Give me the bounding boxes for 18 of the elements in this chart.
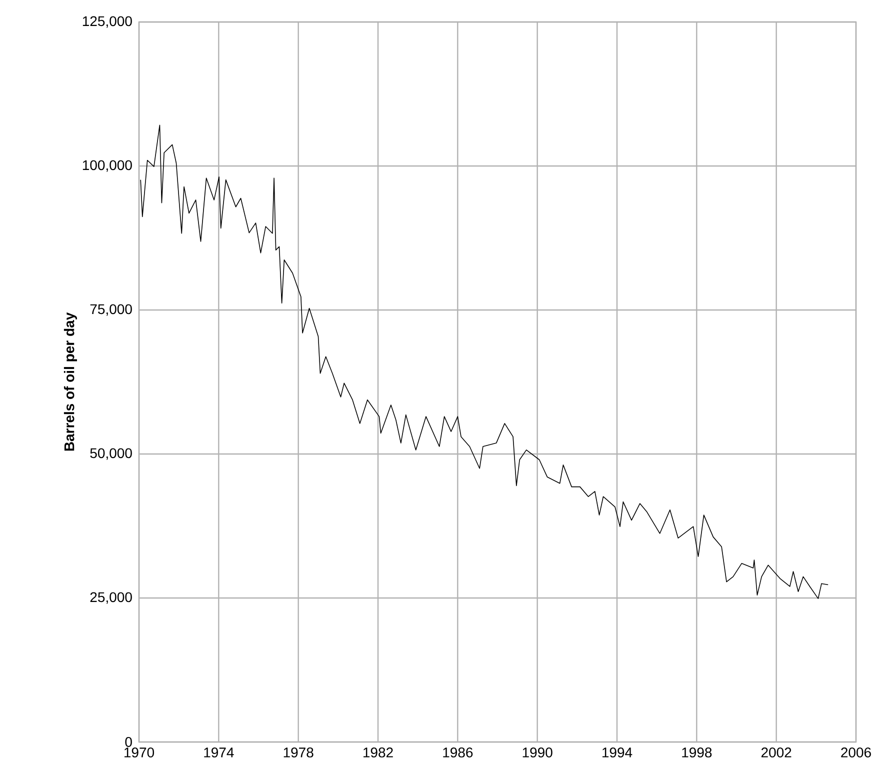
y-tick-label: 100,000: [82, 160, 132, 172]
y-axis-title: Barrels of oil per day: [64, 312, 77, 451]
y-tick-label: 125,000: [82, 16, 132, 28]
x-tick-label: 1970: [124, 748, 154, 758]
y-tick-label: 25,000: [90, 592, 132, 604]
x-tick-label: 1986: [443, 748, 473, 758]
x-tick-label: 1982: [363, 748, 393, 758]
y-tick-label: 50,000: [90, 448, 132, 460]
x-tick-label: 1974: [204, 748, 234, 758]
x-tick-label: 2006: [841, 748, 871, 758]
y-tick-label: 0: [125, 737, 132, 747]
y-tick-label: 75,000: [90, 304, 132, 316]
x-tick-label: 1990: [522, 748, 552, 758]
x-tick-label: 1994: [602, 748, 632, 758]
x-tick-label: 1978: [284, 748, 314, 758]
x-tick-label: 1998: [682, 748, 712, 758]
x-tick-label: 2002: [761, 748, 792, 758]
line-series: [140, 124, 829, 599]
